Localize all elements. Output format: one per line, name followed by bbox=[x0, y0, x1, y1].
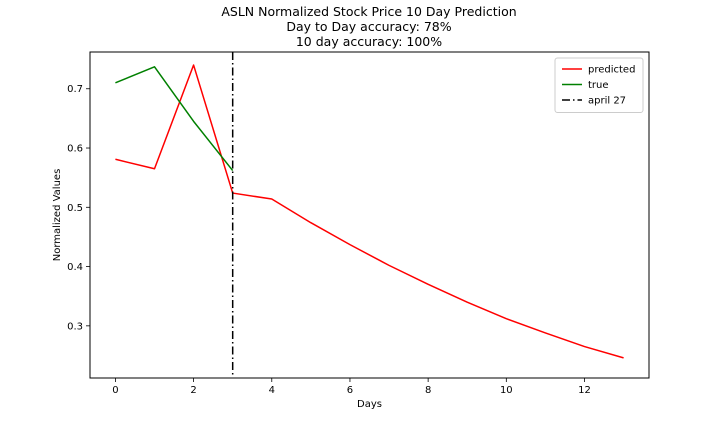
chart-title-line-3: 10 day accuracy: 100% bbox=[296, 34, 442, 49]
legend-box bbox=[554, 57, 644, 113]
x-tick-label: 6 bbox=[347, 385, 353, 396]
series-line-true bbox=[115, 66, 234, 172]
chart-title: ASLN Normalized Stock Price 10 Day Predi… bbox=[221, 4, 516, 49]
y-tick-label: 0.7 bbox=[67, 84, 83, 95]
x-axis-ticks: 0 2 4 6 8 10 12 bbox=[112, 378, 591, 396]
x-tick-label: 10 bbox=[500, 385, 513, 396]
y-tick-label: 0.3 bbox=[67, 321, 83, 332]
y-axis-ticks: 0.3 0.4 0.5 0.6 0.7 bbox=[67, 84, 90, 332]
x-tick-label: 8 bbox=[425, 385, 431, 396]
legend-label-predicted: predicted bbox=[588, 65, 635, 76]
legend-label-true: true bbox=[588, 80, 609, 91]
x-axis-label: Days bbox=[357, 399, 382, 410]
x-tick-label: 0 bbox=[112, 385, 118, 396]
legend-label-april-27: april 27 bbox=[588, 96, 626, 107]
y-tick-label: 0.5 bbox=[67, 203, 83, 214]
chart-title-line-1: ASLN Normalized Stock Price 10 Day Predi… bbox=[221, 4, 516, 19]
legend: predicted true april 27 bbox=[554, 57, 644, 113]
series-line-predicted bbox=[115, 64, 624, 359]
x-tick-label: 4 bbox=[269, 385, 275, 396]
y-axis-label: Normalized Values bbox=[52, 169, 63, 262]
series-layer bbox=[115, 64, 624, 359]
y-tick-label: 0.4 bbox=[67, 262, 83, 273]
y-tick-label: 0.6 bbox=[67, 144, 83, 155]
plot-frame bbox=[89, 51, 650, 379]
chart-title-line-2: Day to Day accuracy: 78% bbox=[286, 19, 451, 34]
x-tick-label: 12 bbox=[578, 385, 591, 396]
x-tick-label: 2 bbox=[190, 385, 196, 396]
